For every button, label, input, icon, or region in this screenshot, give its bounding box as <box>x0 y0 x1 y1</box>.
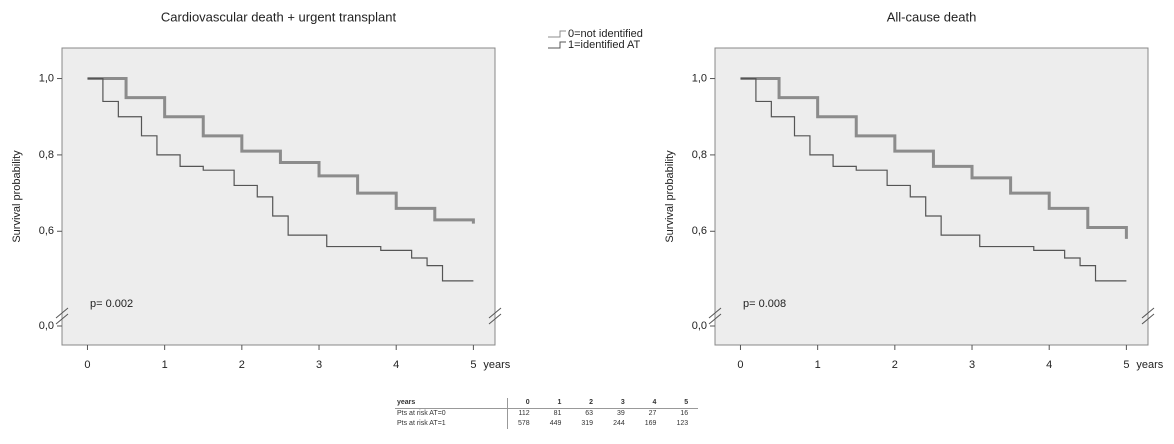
table-cell: 3 <box>603 398 635 409</box>
axis-break <box>55 313 69 325</box>
y-tick-label: 0,6 <box>39 225 54 237</box>
table-cell: 578 <box>518 420 530 427</box>
y-tick-label: 1,0 <box>39 72 54 84</box>
table-cell: 63 <box>585 410 594 417</box>
x-axis-label: years <box>1136 359 1163 371</box>
table-cell: 39 <box>616 410 625 417</box>
y-axis-label: Survival probability <box>664 150 676 243</box>
table-cell: 449 <box>549 420 562 427</box>
y-tick-label: 1,0 <box>692 72 707 84</box>
table-cell: 5 <box>666 398 699 409</box>
axis-break <box>488 307 502 319</box>
table-cell: 169 <box>644 420 657 427</box>
x-tick-label: 0 <box>84 359 90 371</box>
x-tick-label: 1 <box>815 359 821 371</box>
table-cell: 16 <box>680 410 689 417</box>
legend-swatch <box>548 30 566 38</box>
y-tick-label: 0,0 <box>692 320 707 332</box>
x-tick-label: 2 <box>892 359 898 371</box>
chart-title: Cardiovascular death + urgent transplant <box>161 9 397 24</box>
x-tick-label: 4 <box>393 359 399 371</box>
axis-break <box>488 313 502 325</box>
x-tick-label: 0 <box>737 359 743 371</box>
table-cell: 81 <box>553 410 562 417</box>
axis-break <box>708 313 722 325</box>
table-cell: Pts at risk AT=1 <box>395 419 508 429</box>
table-row: years 0 1 2 3 4 5 <box>395 398 699 409</box>
legend-label: 1=identified AT <box>568 39 641 51</box>
table-cell: 319 <box>581 420 594 427</box>
table-cell: 244 <box>613 420 625 427</box>
survival-curve <box>87 77 475 224</box>
x-axis-label: years <box>483 359 510 371</box>
table-cell: Pts at risk AT=0 <box>395 408 508 419</box>
x-tick-label: 5 <box>1123 359 1129 371</box>
survival-curve <box>740 77 1128 239</box>
axis-break <box>1141 313 1155 325</box>
table-row: Pts at risk AT=1 578 449 319 244 169 123 <box>395 419 698 429</box>
axis-break <box>55 307 69 319</box>
x-tick-label: 1 <box>162 359 168 371</box>
risk-table: years 0 1 2 3 4 5 Pts at risk AT=0 112 81 63 39 27 16… <box>395 398 699 429</box>
chart-title: All-cause death <box>887 9 977 24</box>
table-cell: 27 <box>648 410 657 417</box>
survival-curve <box>87 77 474 282</box>
x-tick-label: 2 <box>239 359 245 371</box>
y-tick-label: 0,0 <box>39 320 54 332</box>
axis-break <box>708 307 722 319</box>
table-row: Pts at risk AT=0 112 81 63 39 27 16 <box>395 408 698 419</box>
y-tick-label: 0,6 <box>692 225 707 237</box>
table-cell: 1 <box>539 398 572 409</box>
survival-curve <box>740 77 1127 282</box>
table-cell: 0 <box>507 398 540 409</box>
table-cell: 123 <box>676 420 689 427</box>
p-value: p= 0.002 <box>90 298 133 310</box>
table-cell: 112 <box>518 410 530 417</box>
y-tick-label: 0,8 <box>692 149 707 161</box>
y-axis-label: Survival probability <box>11 150 23 243</box>
table-cell: 2 <box>571 398 604 409</box>
table-cell: years <box>395 398 508 409</box>
x-tick-label: 3 <box>316 359 322 371</box>
x-tick-label: 3 <box>969 359 975 371</box>
p-value: p= 0.008 <box>743 298 786 310</box>
legend-swatch <box>548 41 566 49</box>
legend-label: 0=not identified <box>568 28 643 40</box>
x-tick-label: 4 <box>1046 359 1052 371</box>
axis-break <box>1141 307 1155 319</box>
y-tick-label: 0,8 <box>39 149 54 161</box>
x-tick-label: 5 <box>470 359 476 371</box>
table-cell: 4 <box>634 398 667 409</box>
